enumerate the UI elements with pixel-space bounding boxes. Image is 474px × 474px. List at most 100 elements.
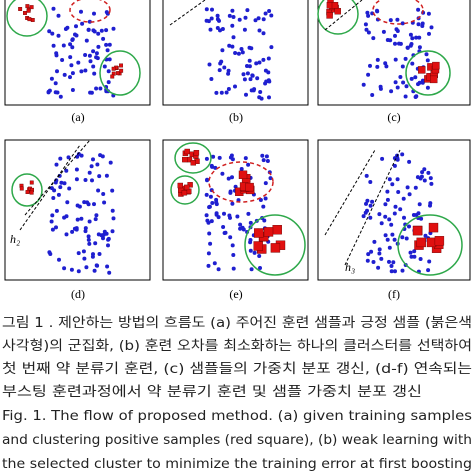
sample-dot — [224, 90, 229, 95]
sample-dot — [412, 254, 417, 259]
sample-dot — [207, 231, 212, 236]
sample-dot — [49, 186, 54, 191]
sample-dot — [268, 176, 273, 181]
sample-dot — [413, 75, 418, 80]
cluster-ellipse — [174, 142, 212, 174]
sample-dot — [263, 181, 268, 186]
sample-dot — [82, 200, 87, 205]
sample-dot — [74, 177, 79, 182]
sample-dot — [415, 175, 420, 180]
sample-dot — [104, 28, 109, 33]
sample-dot — [69, 267, 74, 272]
sample-dot — [239, 47, 244, 51]
sample-dot — [95, 162, 100, 167]
selected-cluster — [69, 0, 111, 23]
sample-dot — [426, 11, 431, 16]
sample-dot — [418, 257, 423, 261]
sample-dot — [387, 177, 392, 182]
sample-dot — [376, 265, 381, 270]
positive-sample — [119, 63, 124, 68]
sample-dot — [267, 95, 271, 100]
positive-sample — [19, 186, 24, 191]
sample-dot — [207, 205, 212, 210]
sample-dot — [210, 201, 215, 205]
sample-dot — [98, 86, 103, 91]
sample-dot — [53, 90, 58, 95]
sample-dot — [81, 249, 86, 254]
sample-dot — [366, 72, 371, 77]
sample-dot — [214, 90, 219, 95]
sample-dot — [87, 219, 92, 224]
sample-dot — [400, 21, 405, 26]
sample-dot — [263, 81, 268, 86]
sample-dot — [209, 77, 214, 81]
sample-dot — [228, 235, 233, 240]
sample-dot — [87, 170, 92, 175]
sample-dot — [383, 202, 388, 207]
sample-dot — [266, 70, 271, 75]
sample-dot — [49, 219, 54, 224]
sample-dot — [241, 72, 246, 77]
sample-dot — [231, 15, 236, 19]
selected-cluster — [208, 161, 274, 203]
sample-dot — [65, 200, 70, 205]
caption-line: the selected cluster to minimize the tra… — [2, 456, 472, 472]
sample-dot — [253, 18, 258, 23]
sample-dot — [375, 64, 380, 69]
sample-dot — [83, 226, 88, 231]
sample-dot — [104, 10, 109, 15]
sample-dot — [267, 9, 272, 13]
sample-dot — [222, 65, 227, 70]
positive-sample — [27, 17, 32, 22]
positive-sample — [193, 149, 200, 156]
sample-dot — [395, 29, 400, 33]
sample-dot — [211, 154, 216, 159]
sample-dot — [266, 56, 271, 61]
sample-dot — [424, 52, 429, 57]
sample-dot — [91, 49, 96, 54]
panel-label: (b) — [229, 110, 243, 124]
sample-dot — [79, 9, 83, 14]
sample-dot — [68, 42, 73, 47]
sample-dot — [400, 268, 405, 273]
sample-dot — [385, 197, 390, 202]
sample-dot — [96, 188, 101, 193]
sample-dot — [230, 23, 235, 28]
sample-dot — [245, 71, 250, 76]
sample-dot — [261, 158, 266, 163]
sample-dot — [377, 247, 382, 252]
sample-dot — [68, 55, 73, 60]
sample-dot — [423, 233, 428, 238]
sample-dot — [101, 192, 106, 196]
panel-label: (e) — [229, 287, 242, 301]
sample-dot — [83, 229, 88, 234]
sample-dot — [106, 243, 110, 248]
positive-sample — [23, 10, 27, 15]
sample-dot — [243, 156, 248, 161]
sample-dot — [246, 211, 251, 216]
sample-dot — [104, 173, 109, 178]
sample-dot — [407, 192, 412, 197]
sample-dot — [86, 234, 91, 239]
sample-dot — [228, 190, 233, 195]
sample-dot — [258, 266, 262, 270]
sample-dot — [370, 199, 375, 204]
sample-dot — [96, 44, 101, 49]
positive-sample — [426, 237, 437, 248]
panel-frame — [317, 139, 471, 281]
sample-dot — [411, 213, 416, 217]
sample-dot — [363, 210, 368, 215]
sample-dot — [106, 69, 111, 74]
sample-dot — [79, 216, 84, 221]
sample-dot — [104, 231, 109, 236]
sample-dot — [427, 259, 432, 264]
sample-dot — [429, 181, 434, 186]
sample-dot — [390, 232, 395, 237]
positive-sample — [416, 237, 426, 248]
sample-dot — [409, 42, 414, 46]
sample-dot — [223, 230, 228, 235]
sample-dot — [371, 260, 376, 264]
sample-dot — [366, 252, 371, 257]
sample-dot — [213, 165, 218, 170]
sample-dot — [393, 33, 397, 38]
